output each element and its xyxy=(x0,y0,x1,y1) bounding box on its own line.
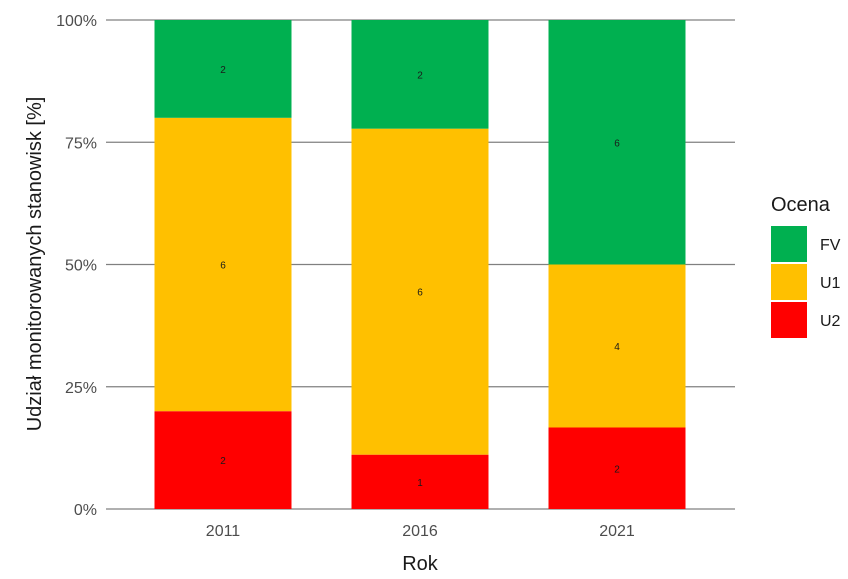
legend-label-u1: U1 xyxy=(820,275,841,292)
legend-swatch-fv xyxy=(771,226,807,262)
y-tick-label: 75% xyxy=(65,135,97,152)
x-tick-label: 2016 xyxy=(402,523,438,540)
x-axis-ticks: 2011 2016 2021 xyxy=(206,523,635,540)
bar-value-label: 6 xyxy=(220,261,226,272)
y-axis-ticks: 0% 25% 50% 75% 100% xyxy=(56,13,97,519)
legend-label-u2: U2 xyxy=(820,313,841,330)
y-tick-label: 50% xyxy=(65,258,97,275)
bar-value-label: 2 xyxy=(220,456,226,467)
y-axis-title: Udział monitorowanych stanowisk [%] xyxy=(24,97,46,432)
bar-segment-u2-2011 xyxy=(154,411,292,509)
y-tick-label: 100% xyxy=(56,13,97,30)
legend-swatch-u1 xyxy=(771,264,807,300)
x-axis-title: Rok xyxy=(402,553,439,575)
bar-segment-u2-2016 xyxy=(351,454,489,509)
bar-value-label: 4 xyxy=(614,342,620,353)
bar-value-label: 1 xyxy=(417,478,423,489)
bar-segment-fv-2021 xyxy=(548,20,686,265)
x-tick-label: 2021 xyxy=(599,523,635,540)
y-tick-label: 0% xyxy=(74,502,97,519)
bars: 2 6 2 1 6 2 2 4 6 xyxy=(154,20,686,509)
bar-segment-fv-2011 xyxy=(154,20,292,118)
bar-segment-u2-2021 xyxy=(548,427,686,509)
bar-value-label: 2 xyxy=(614,464,620,475)
bar-segment-fv-2016 xyxy=(351,20,489,129)
bar-value-label: 2 xyxy=(220,65,226,76)
bar-segment-u1-2011 xyxy=(154,117,292,412)
legend-label-fv: FV xyxy=(820,237,841,254)
legend: Ocena FV U1 U2 xyxy=(771,194,841,338)
y-tick-label: 25% xyxy=(65,380,97,397)
legend-swatch-u2 xyxy=(771,302,807,338)
x-tick-label: 2011 xyxy=(206,523,241,540)
bar-value-label: 6 xyxy=(614,138,620,149)
bar-value-label: 6 xyxy=(417,288,423,299)
bar-segment-u1-2021 xyxy=(548,264,686,428)
bar-value-label: 2 xyxy=(417,70,423,81)
bar-segment-u1-2016 xyxy=(351,128,489,455)
legend-title: Ocena xyxy=(771,194,831,216)
